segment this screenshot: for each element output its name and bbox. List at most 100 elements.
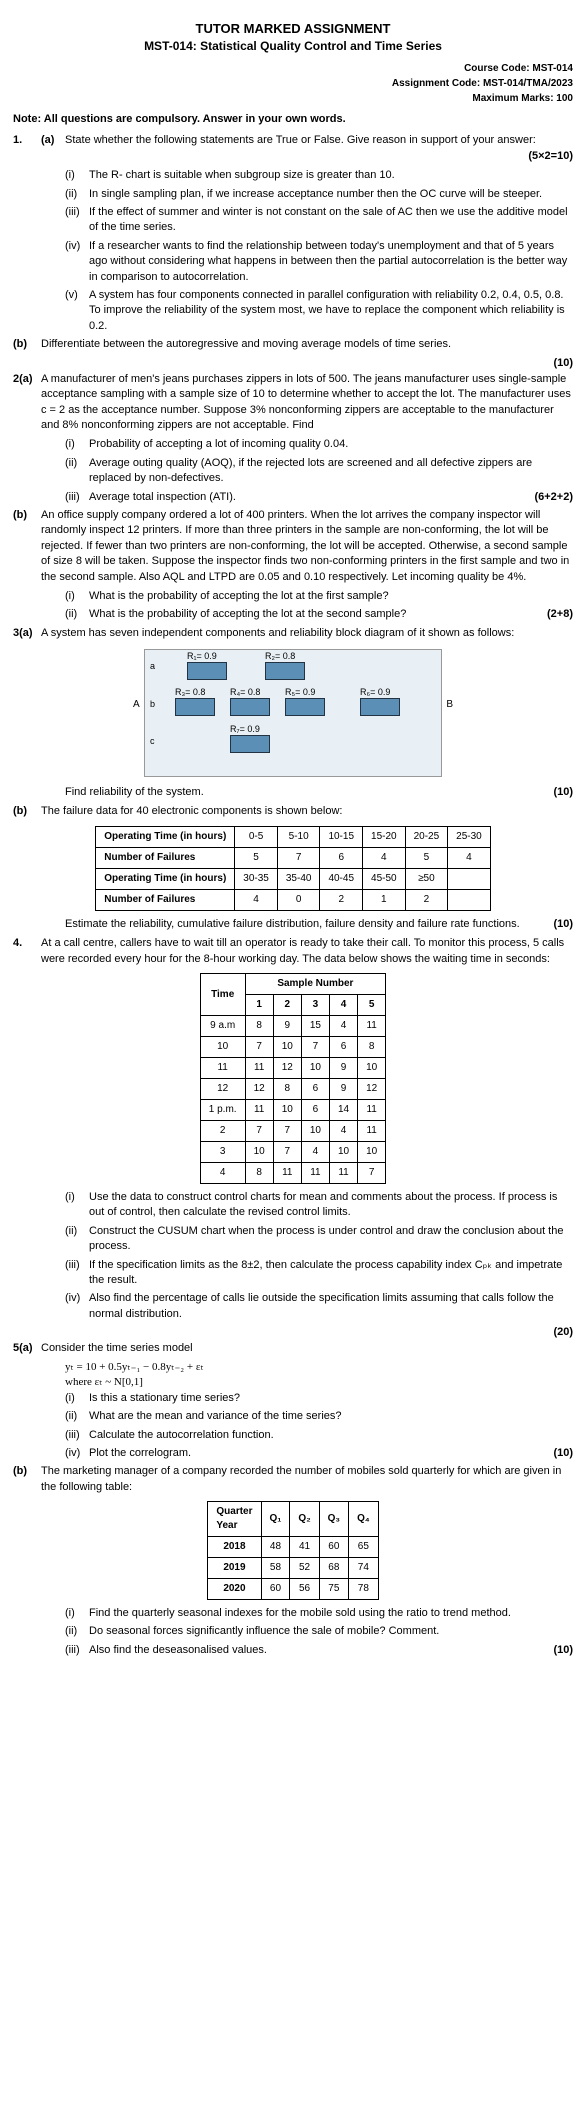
q2b-ii: What is the probability of accepting the… — [89, 608, 406, 620]
table-cell: 2 — [200, 1121, 245, 1142]
table-cell: 11 — [301, 1163, 329, 1184]
q4-iii: If the specification limits as the 8±2, … — [89, 1258, 573, 1289]
t2c: 5 — [358, 995, 386, 1016]
q5-equation: yₜ = 10 + 0.5yₜ₋₁ − 0.8yₜ₋₂ + εₜ — [65, 1360, 573, 1375]
t1c: 4 — [363, 847, 406, 868]
q4-iv-num: (iv) — [65, 1291, 89, 1322]
table-cell: 2018 — [208, 1537, 261, 1558]
q5a-ii-num: (ii) — [65, 1409, 89, 1424]
t1-r3h: Operating Time (in hours) — [96, 868, 235, 889]
block-r3 — [175, 698, 215, 716]
q2a-iii-num: (iii) — [65, 490, 89, 505]
assignment-code: Assignment Code: MST-014/TMA/2023 — [13, 76, 573, 91]
q1-ii-num: (ii) — [65, 187, 89, 202]
table-cell: 12 — [200, 1079, 245, 1100]
q5a-ii: What are the mean and variance of the ti… — [89, 1409, 573, 1424]
failure-table: Operating Time (in hours)0-55-1010-1515-… — [95, 826, 491, 911]
note: Note: All questions are compulsory. Answ… — [13, 112, 573, 127]
q2a-ii-num: (ii) — [65, 456, 89, 487]
q4-iv: Also find the percentage of calls lie ou… — [89, 1291, 573, 1322]
label-r1: R₁= 0.9 — [187, 650, 217, 663]
q3b-estimate: Estimate the reliability, cumulative fai… — [65, 918, 520, 930]
q4-intro: At a call centre, callers have to wait t… — [41, 936, 573, 967]
q3a-marks: (10) — [553, 785, 573, 800]
q5b-i: Find the quarterly seasonal indexes for … — [89, 1606, 573, 1621]
table-cell: 10 — [301, 1058, 329, 1079]
t1c: 35-40 — [277, 868, 320, 889]
q2b-label: (b) — [13, 508, 41, 585]
node-b-sub: b — [150, 698, 155, 711]
t1c: ≥50 — [405, 868, 448, 889]
q1b-marks: (10) — [553, 357, 573, 369]
t1c: 0-5 — [235, 826, 278, 847]
q5a-iii-num: (iii) — [65, 1428, 89, 1443]
t2c: 1 — [245, 995, 273, 1016]
q5b-iii-num: (iii) — [65, 1643, 89, 1658]
node-a: A — [133, 698, 140, 712]
q2b-i-num: (i) — [65, 589, 89, 604]
t1c: 4 — [448, 847, 491, 868]
q4-i: Use the data to construct control charts… — [89, 1190, 573, 1221]
t2-th-time: Time — [200, 974, 245, 1016]
block-r7 — [230, 735, 270, 753]
q1-num: 1. — [13, 133, 41, 164]
q1b-label: (b) — [13, 337, 41, 352]
q3a-text: A system has seven independent component… — [41, 626, 573, 641]
q2a-marks: (6+2+2) — [534, 490, 573, 505]
t1c: 0 — [277, 889, 320, 910]
label-r6: R₆= 0.9 — [360, 686, 390, 699]
t1-r2h: Number of Failures — [96, 847, 235, 868]
node-a-sub: a — [150, 660, 155, 673]
table-cell: 68 — [319, 1558, 348, 1579]
q2a-num: 2(a) — [13, 372, 41, 434]
table-cell: 15 — [301, 1016, 329, 1037]
q1a-label: (a) — [41, 133, 65, 164]
table-cell: 7 — [245, 1037, 273, 1058]
table-cell: 6 — [301, 1079, 329, 1100]
table-cell: 7 — [358, 1163, 386, 1184]
block-r4 — [230, 698, 270, 716]
table-cell: 2019 — [208, 1558, 261, 1579]
q3b-marks: (10) — [553, 917, 573, 932]
table-cell: 4 — [329, 1121, 357, 1142]
page-title: TUTOR MARKED ASSIGNMENT — [13, 20, 573, 38]
table-cell: 11 — [358, 1100, 386, 1121]
q1-iv: If a researcher wants to find the relati… — [89, 239, 573, 285]
page-subtitle: MST-014: Statistical Quality Control and… — [13, 38, 573, 55]
table-cell: 60 — [319, 1537, 348, 1558]
table-cell: 9 a.m — [200, 1016, 245, 1037]
q1a-text: State whether the following statements a… — [65, 134, 536, 146]
table-cell: 8 — [273, 1079, 301, 1100]
table-cell: 10 — [358, 1142, 386, 1163]
q5a-iv-num: (iv) — [65, 1446, 89, 1461]
label-r4: R₄= 0.8 — [230, 686, 260, 699]
table-cell: 9 — [273, 1016, 301, 1037]
table-cell: 10 — [245, 1142, 273, 1163]
t1c — [448, 868, 491, 889]
t1c: 4 — [235, 889, 278, 910]
table-cell: 10 — [273, 1037, 301, 1058]
t2-th-sample: Sample Number — [245, 974, 386, 995]
t1c: 10-15 — [320, 826, 363, 847]
t1c: 20-25 — [405, 826, 448, 847]
q1-i-num: (i) — [65, 168, 89, 183]
table-cell: 78 — [349, 1579, 379, 1600]
q5a-num: 5(a) — [13, 1341, 41, 1356]
table-cell: 10 — [273, 1100, 301, 1121]
label-r3: R₃= 0.8 — [175, 686, 205, 699]
reliability-diagram: A B a b c d R₁= 0.9 R₂= 0.8 R₃= 0.8 R₄= … — [144, 649, 442, 777]
block-r1 — [187, 662, 227, 680]
table-cell: 10 — [301, 1121, 329, 1142]
label-r7: R₇= 0.9 — [230, 723, 260, 736]
t1c: 40-45 — [320, 868, 363, 889]
table-cell: 2020 — [208, 1579, 261, 1600]
t1c: 5 — [235, 847, 278, 868]
t2c: 4 — [329, 995, 357, 1016]
q1-i: The R- chart is suitable when subgroup s… — [89, 168, 573, 183]
t2c: 2 — [273, 995, 301, 1016]
q2b-marks: (2+8) — [547, 607, 573, 622]
t1c: 25-30 — [448, 826, 491, 847]
table-cell: 11 — [273, 1163, 301, 1184]
table-cell: 6 — [301, 1100, 329, 1121]
q4-i-num: (i) — [65, 1190, 89, 1221]
